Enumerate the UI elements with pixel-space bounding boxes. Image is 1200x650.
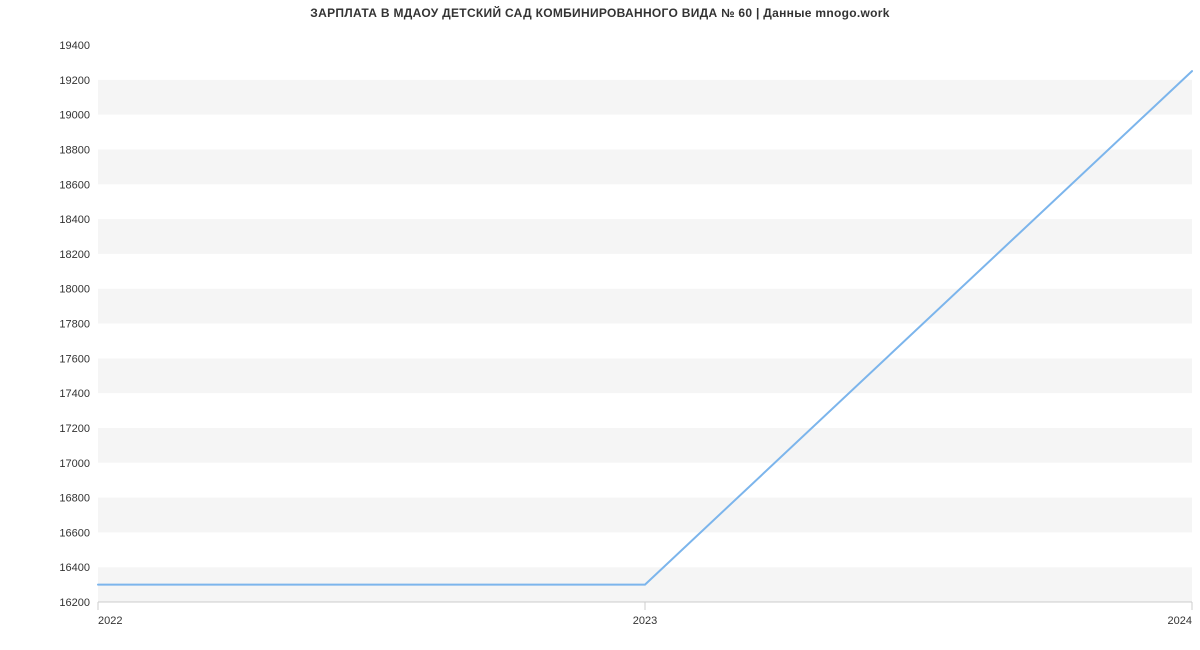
svg-text:19000: 19000: [59, 110, 90, 122]
svg-text:18000: 18000: [59, 284, 90, 296]
svg-text:17800: 17800: [59, 319, 90, 331]
svg-text:18800: 18800: [59, 144, 90, 156]
chart-title: ЗАРПЛАТА В МДАОУ ДЕТСКИЙ САД КОМБИНИРОВА…: [0, 6, 1200, 20]
svg-text:19400: 19400: [59, 40, 90, 52]
svg-text:18600: 18600: [59, 179, 90, 191]
salary-line-chart: ЗАРПЛАТА В МДАОУ ДЕТСКИЙ САД КОМБИНИРОВА…: [0, 0, 1200, 650]
svg-text:18400: 18400: [59, 214, 90, 226]
svg-text:2022: 2022: [98, 615, 122, 627]
svg-text:19200: 19200: [59, 75, 90, 87]
svg-text:17400: 17400: [59, 388, 90, 400]
svg-text:17000: 17000: [59, 458, 90, 470]
svg-text:16200: 16200: [59, 597, 90, 609]
svg-text:2024: 2024: [1168, 615, 1192, 627]
svg-text:18200: 18200: [59, 249, 90, 261]
svg-text:16400: 16400: [59, 562, 90, 574]
svg-text:16800: 16800: [59, 493, 90, 505]
svg-text:2023: 2023: [633, 615, 657, 627]
svg-text:17600: 17600: [59, 353, 90, 365]
svg-text:16600: 16600: [59, 527, 90, 539]
chart-svg: 16200 16400 16600 16800 17000 17200 17400 17600…: [0, 0, 1200, 650]
svg-text:17200: 17200: [59, 423, 90, 435]
